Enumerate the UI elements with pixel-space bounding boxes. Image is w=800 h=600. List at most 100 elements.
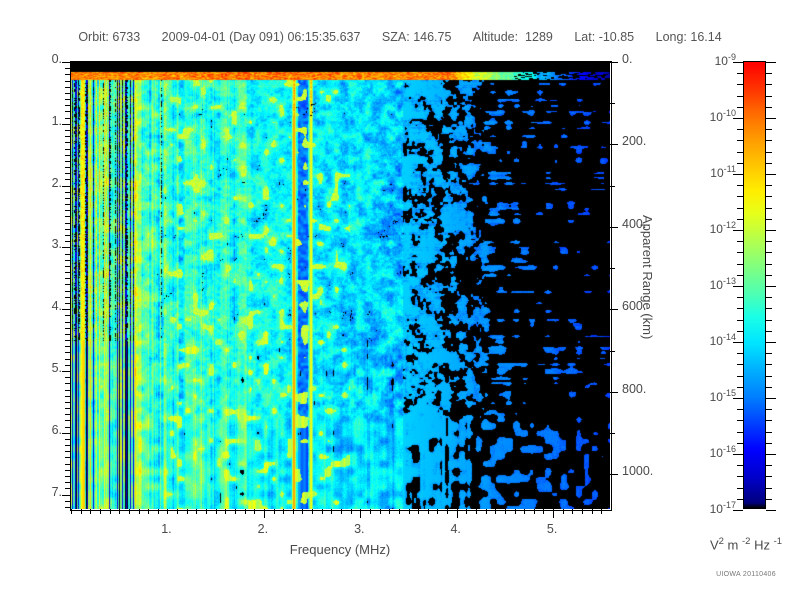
y-tick-right — [610, 308, 618, 310]
x-tick — [99, 509, 101, 514]
colorbar-tick — [733, 229, 743, 231]
colorbar-tick — [766, 509, 776, 511]
x-tick — [234, 509, 236, 514]
colorbar-tick — [766, 352, 772, 354]
y-tick-left — [65, 154, 70, 156]
colorbar-tick-label: 10-15 — [709, 388, 736, 404]
colorbar-tick — [737, 464, 743, 466]
colorbar-tick — [737, 274, 743, 276]
x-tick — [591, 509, 593, 514]
y-tick-left — [65, 283, 70, 285]
colorbar-tick — [737, 475, 743, 477]
y-tick-left — [65, 450, 70, 452]
colorbar-tick-label: 10-11 — [710, 164, 736, 180]
y-tick-left — [65, 444, 70, 446]
y-tick-left — [65, 456, 70, 458]
header-lat-value: -10.85 — [598, 30, 635, 44]
y-tick-left — [65, 302, 70, 304]
colorbar-tick — [733, 397, 743, 399]
colorbar-tick — [737, 218, 743, 220]
colorbar-tick — [766, 173, 776, 175]
y-tick-right — [610, 226, 618, 228]
colorbar-tick — [766, 274, 772, 276]
y-tick-left — [65, 98, 70, 100]
y-tick-left — [65, 104, 70, 106]
x-tick — [205, 509, 207, 514]
x-tick — [523, 509, 525, 514]
x-tick — [398, 509, 400, 514]
colorbar-tick — [733, 173, 743, 175]
x-tick — [109, 509, 111, 514]
x-tick — [330, 509, 332, 514]
y-tick-left — [65, 426, 70, 428]
x-tick-label: 5. — [546, 522, 558, 536]
x-tick — [417, 509, 419, 514]
x-tick-label: 1. — [161, 522, 172, 536]
y-tick-left — [65, 296, 70, 298]
y-tick-label-left: 6. — [51, 422, 62, 437]
x-tick — [157, 509, 159, 514]
y-tick-left — [65, 413, 70, 415]
y-tick-right — [610, 102, 615, 104]
y-tick-left — [65, 80, 70, 82]
colorbar-tick — [766, 139, 772, 141]
y-tick-left — [62, 246, 70, 248]
y-tick-left — [65, 178, 70, 180]
colorbar-tick — [737, 207, 743, 209]
x-tick — [244, 509, 246, 514]
y-axis-right-title: Apparent Range (km) — [640, 215, 655, 340]
colorbar-tick — [766, 151, 772, 153]
x-tick — [166, 509, 168, 514]
colorbar-tick — [737, 352, 743, 354]
colorbar-tick — [733, 453, 743, 455]
y-tick-label-left: 7. — [51, 484, 62, 499]
colorbar-tick — [766, 397, 776, 399]
y-tick-left — [65, 290, 70, 292]
y-tick-label-right: 400. — [622, 216, 647, 231]
x-tick — [118, 509, 120, 514]
y-tick-left — [62, 61, 70, 63]
x-tick — [369, 509, 371, 514]
y-tick-left — [65, 222, 70, 224]
y-tick-right — [610, 350, 615, 352]
header-timestamp: 2009-04-01 (Day 091) 06:15:35.637 — [161, 30, 361, 44]
header-altitude: Altitude: 1289 — [473, 30, 553, 44]
colorbar-tick-label: 10-13 — [709, 276, 736, 292]
x-tick — [186, 509, 188, 514]
x-tick — [224, 509, 226, 514]
colorbar — [743, 61, 766, 509]
colorbar-tick — [737, 363, 743, 365]
x-tick — [253, 509, 255, 514]
y-tick-right — [610, 391, 618, 393]
y-tick-left — [65, 389, 70, 391]
header-orbit: Orbit: 6733 — [78, 30, 140, 44]
colorbar-tick-label: 10-12 — [709, 220, 736, 236]
y-tick-left — [65, 277, 70, 279]
colorbar-tick — [766, 106, 772, 108]
y-tick-left — [65, 209, 70, 211]
x-tick — [514, 509, 516, 514]
colorbar-tick — [766, 83, 772, 85]
x-tick — [263, 509, 265, 518]
y-tick-left — [65, 141, 70, 143]
colorbar-tick-label: 10-16 — [709, 444, 736, 460]
colorbar-tick — [766, 375, 772, 377]
colorbar-tick — [766, 319, 772, 321]
y-tick-left — [65, 215, 70, 217]
colorbar-tick — [766, 95, 772, 97]
header-lat: Lat: -10.85 — [574, 30, 634, 44]
y-tick-left — [65, 271, 70, 273]
y-tick-right — [610, 473, 618, 475]
x-tick — [427, 509, 429, 514]
colorbar-tick — [766, 218, 772, 220]
y-tick-left — [65, 339, 70, 341]
x-tick — [533, 509, 535, 514]
header-altitude-value: 1289 — [525, 30, 553, 44]
y-tick-label-left: 2. — [51, 175, 62, 190]
x-tick — [70, 509, 72, 514]
y-tick-right — [610, 432, 615, 434]
x-tick — [273, 509, 275, 514]
y-tick-left — [65, 203, 70, 205]
colorbar-tick — [766, 195, 772, 197]
